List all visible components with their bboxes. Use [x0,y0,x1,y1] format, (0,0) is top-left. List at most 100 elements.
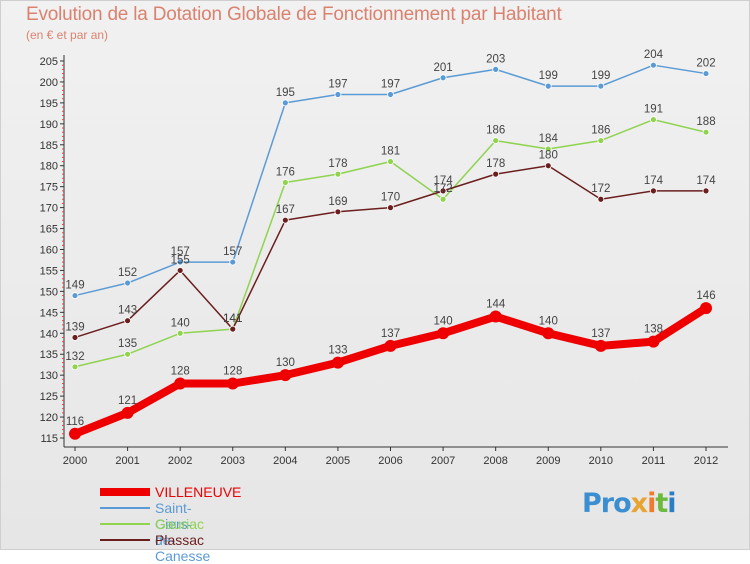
x-tick-label: 2004 [273,455,297,467]
data-label-plassac: 169 [328,196,347,208]
x-tick-label: 2002 [168,455,192,467]
y-tick-label: 175 [40,182,58,194]
data-point-villeneuve [384,339,397,352]
data-label-villeneuve: 130 [276,357,295,369]
y-tick-label: 140 [40,328,58,340]
data-point-gauriac [334,170,342,178]
legend-label: Plassac [155,532,205,548]
series-lines [69,61,712,440]
data-label-saint-ciers-de-canesse: 149 [65,280,84,292]
data-point-gauriac [439,195,447,203]
legend-swatch [100,539,150,541]
y-tick-label: 135 [40,349,58,361]
data-point-gauriac [71,363,79,371]
data-point-plassac [439,187,447,195]
data-label-saint-ciers-de-canesse: 201 [433,62,452,74]
data-label-villeneuve: 128 [171,366,190,378]
data-point-saint-ciers-de-canesse [281,99,289,107]
data-label-saint-ciers-de-canesse: 157 [171,246,190,258]
data-label-plassac: 174 [696,175,716,187]
data-point-villeneuve [594,339,607,352]
data-label-saint-ciers-de-canesse: 202 [696,58,715,70]
data-point-saint-ciers-de-canesse [492,65,500,73]
legend-swatch [100,507,150,509]
data-point-villeneuve [542,327,555,340]
data-point-gauriac [492,137,500,144]
data-label-gauriac: 186 [486,125,505,137]
data-point-plassac [176,267,184,274]
data-point-gauriac [176,329,184,337]
data-point-plassac [650,187,657,195]
data-label-saint-ciers-de-canesse: 199 [591,70,610,82]
data-point-plassac [387,204,394,212]
data-label-plassac: 174 [644,175,664,187]
y-tick-label: 130 [40,370,58,382]
data-label-villeneuve: 128 [223,366,242,378]
data-point-saint-ciers-de-canesse [387,91,394,98]
y-tick-label: 125 [40,391,58,403]
data-point-villeneuve [331,356,344,369]
chart-subtitle: (en € et par an) [26,28,109,42]
data-label-saint-ciers-de-canesse: 157 [223,246,242,258]
data-label-plassac: 155 [171,254,190,266]
data-label-gauriac: 141 [223,313,242,325]
x-tick-label: 2001 [115,455,139,467]
y-tick-label: 165 [40,224,58,236]
data-point-saint-ciers-de-canesse [702,70,710,77]
data-label-gauriac: 178 [328,158,347,170]
data-point-plassac [334,208,342,216]
data-label-gauriac: 176 [276,166,295,178]
data-point-villeneuve [174,377,187,390]
data-label-villeneuve: 144 [486,299,506,311]
data-label-villeneuve: 116 [66,416,84,428]
data-point-gauriac [124,350,131,358]
x-tick-label: 2011 [642,455,666,467]
legend-swatch [100,488,150,496]
data-label-villeneuve: 140 [433,315,452,327]
x-tick-label: 2003 [221,455,245,467]
data-label-saint-ciers-de-canesse: 197 [381,79,400,91]
data-labels: 149 152 157 157 195 197 197 201 203 199 199 204 202 1… [65,49,716,428]
data-label-gauriac: 181 [381,146,400,158]
data-label-saint-ciers-de-canesse: 152 [118,267,137,279]
x-tick-label: 2009 [536,455,560,467]
data-point-gauriac [702,128,710,136]
axes: 115 120 125 130 135 140 145 150 155 160 165 170 175 1… [40,55,728,467]
y-tick-label: 170 [40,203,58,215]
chart-frame [0,0,750,550]
data-point-plassac [229,325,237,333]
data-label-plassac: 180 [539,150,558,162]
data-label-villeneuve: 121 [118,395,137,407]
data-point-saint-ciers-de-canesse [176,258,184,266]
chart-title: Evolution de la Dotation Globale de Fonc… [26,4,562,25]
data-label-plassac: 174 [433,175,453,187]
data-label-gauriac: 135 [118,338,137,350]
data-point-gauriac [650,116,657,124]
data-label-saint-ciers-de-canesse: 199 [539,70,558,82]
data-label-villeneuve: 138 [644,324,663,336]
y-tick-label: 160 [40,245,58,257]
x-tick-label: 2000 [63,455,87,467]
data-label-plassac: 167 [276,204,295,216]
legend-label: Gauriac [155,516,205,532]
data-label-villeneuve: 137 [591,328,610,340]
data-label-gauriac: 191 [644,104,663,116]
data-label-plassac: 143 [118,305,137,317]
data-point-plassac [281,216,289,224]
x-tick-label: 2012 [694,455,718,467]
data-point-villeneuve [700,302,712,315]
data-point-saint-ciers-de-canesse [650,61,657,69]
legend-label: VILLENEUVE [155,484,242,500]
x-tick-label: 2010 [589,455,613,467]
data-point-gauriac [544,145,552,153]
data-point-villeneuve [647,335,660,348]
y-tick-label: 205 [40,56,58,68]
data-point-plassac [544,162,552,170]
data-point-villeneuve [489,310,502,323]
y-tick-label: 145 [40,307,58,319]
data-point-gauriac [597,137,605,144]
x-tick-label: 2005 [326,455,350,467]
y-tick-label: 195 [40,98,58,110]
data-label-villeneuve: 140 [539,315,558,327]
x-tick-label: 2007 [431,455,455,467]
